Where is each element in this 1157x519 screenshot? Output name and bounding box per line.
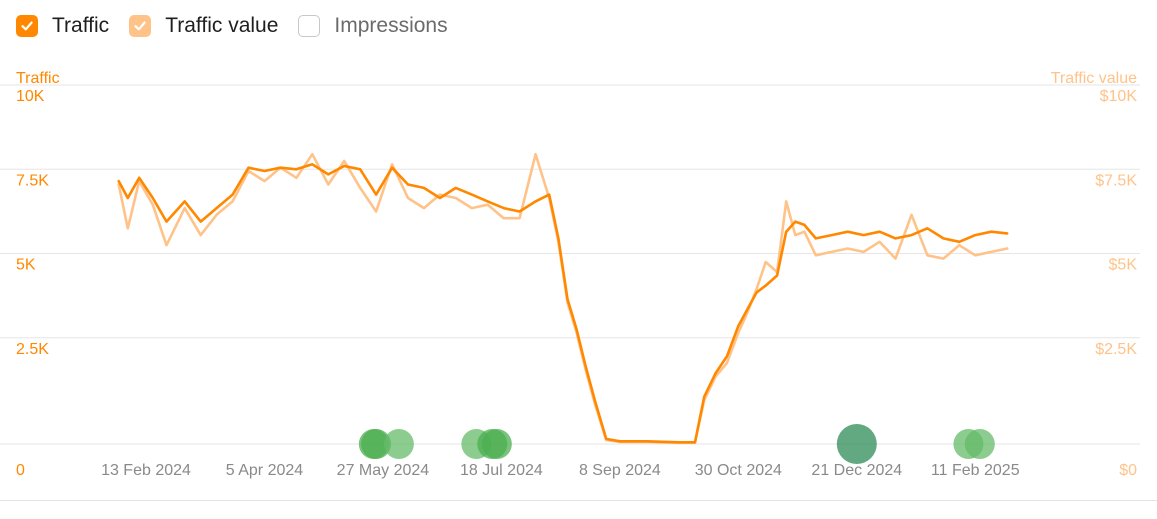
traffic-value-checkbox[interactable] xyxy=(129,15,152,37)
event-marker xyxy=(383,429,414,459)
traffic-value-toggle-label: Traffic value xyxy=(165,14,279,37)
x-tick-label: 11 Feb 2025 xyxy=(931,462,1020,479)
right-axis-title: Traffic value xyxy=(1050,70,1137,87)
event-marker xyxy=(481,429,512,459)
left-tick-label: 5K xyxy=(16,257,36,274)
checkmark-icon xyxy=(134,21,146,31)
traffic-line xyxy=(117,163,1009,444)
event-marker xyxy=(836,424,877,464)
right-tick-label: $10K xyxy=(1100,88,1138,105)
bottom-divider xyxy=(0,500,1157,501)
impressions-toggle-label: Impressions xyxy=(334,14,448,37)
x-tick-label: 5 Apr 2024 xyxy=(226,462,304,479)
traffic-toggle[interactable]: Traffic xyxy=(16,14,109,38)
left-tick-label: 7.5K xyxy=(16,172,49,189)
right-tick-label: $0 xyxy=(1119,462,1137,479)
left-tick-label: 2.5K xyxy=(16,341,49,358)
series-toggles: Traffic Traffic value Impressions xyxy=(16,12,468,40)
x-tick-label: 27 May 2024 xyxy=(337,462,430,479)
traffic-value-toggle[interactable]: Traffic value xyxy=(129,14,278,38)
right-tick-label: $2.5K xyxy=(1095,341,1137,358)
left-tick-label: 10K xyxy=(16,88,45,105)
x-tick-label: 18 Jul 2024 xyxy=(460,462,543,479)
x-tick-label: 8 Sep 2024 xyxy=(579,462,661,479)
right-tick-label: $7.5K xyxy=(1095,172,1137,189)
left-axis-title: Traffic xyxy=(16,70,60,87)
event-marker xyxy=(361,429,392,459)
x-tick-label: 30 Oct 2024 xyxy=(695,462,782,479)
traffic-value-line xyxy=(117,152,1009,445)
impressions-toggle[interactable]: Impressions xyxy=(298,14,448,38)
x-tick-label: 13 Feb 2024 xyxy=(101,462,191,479)
right-tick-label: $5K xyxy=(1109,257,1138,274)
impressions-checkbox[interactable] xyxy=(298,15,321,37)
left-tick-label: 0 xyxy=(16,462,25,479)
event-marker xyxy=(964,429,995,459)
traffic-checkbox[interactable] xyxy=(16,15,38,37)
traffic-toggle-label: Traffic xyxy=(52,14,110,37)
checkmark-icon xyxy=(21,21,33,31)
x-tick-label: 21 Dec 2024 xyxy=(811,462,902,479)
